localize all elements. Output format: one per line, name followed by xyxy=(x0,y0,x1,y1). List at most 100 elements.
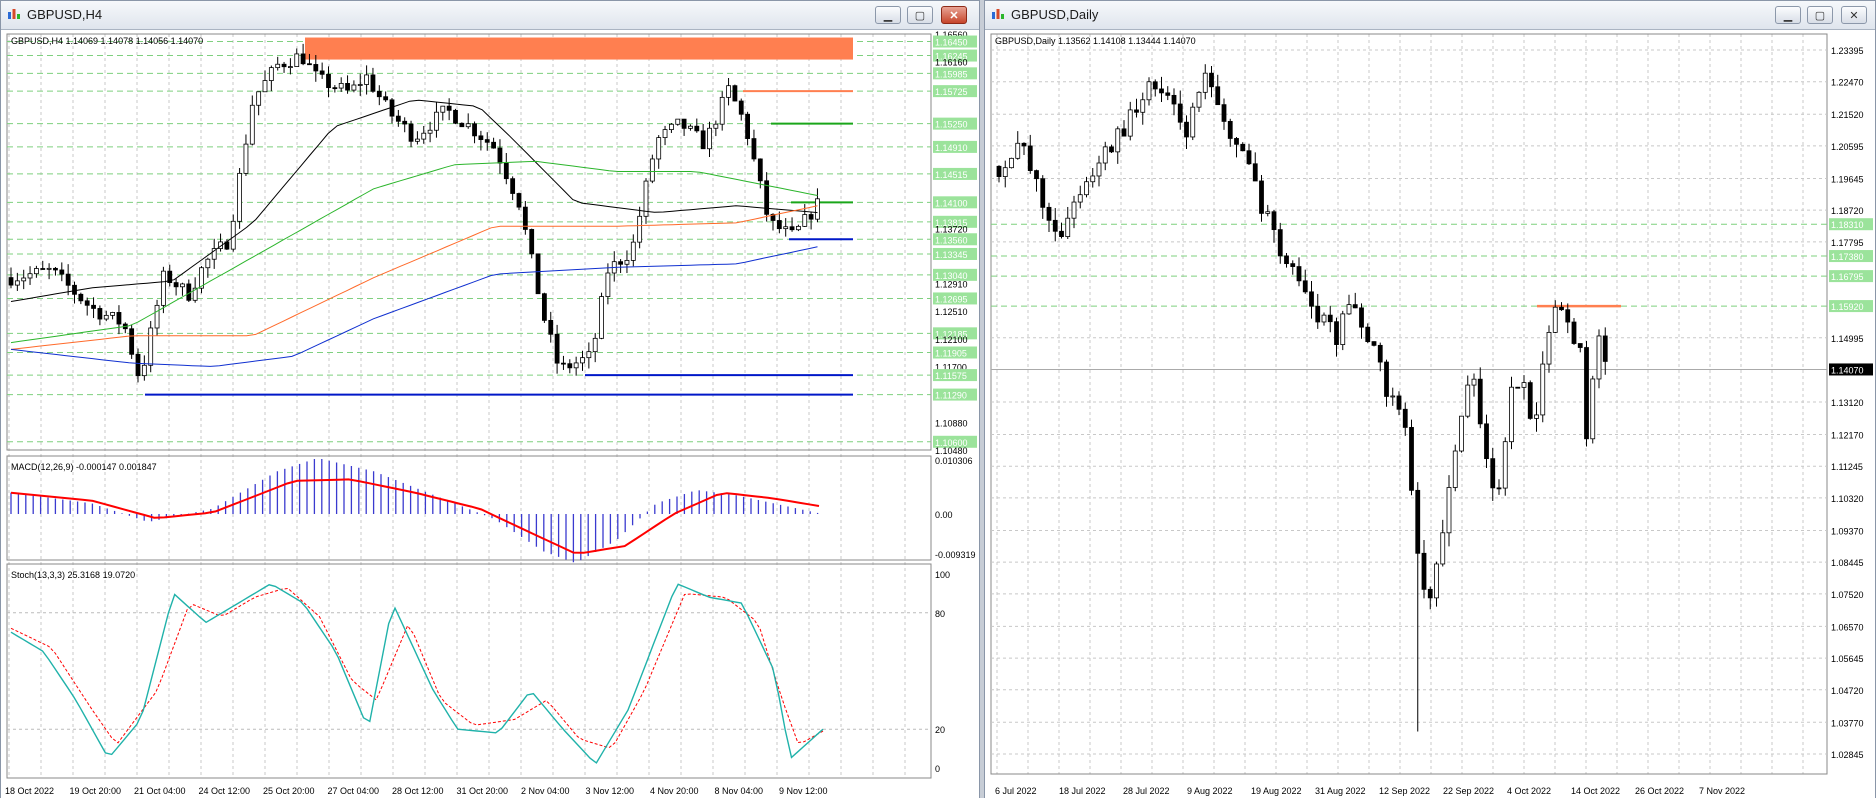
candle-body xyxy=(180,283,185,288)
daily-chart-window[interactable]: GBPUSD,Daily ▁ ▢ ✕ 1.23395 1.22470 1.21520… xyxy=(984,0,1876,798)
candle-body xyxy=(1371,341,1377,346)
candle-body xyxy=(1452,450,1458,488)
time-axis-label: 28 Oct 12:00 xyxy=(392,786,444,796)
candle-body xyxy=(14,280,20,286)
candle-body xyxy=(1252,163,1258,182)
price-tag-bg xyxy=(933,292,977,305)
candle-body xyxy=(745,113,750,139)
candle-body xyxy=(1177,103,1183,123)
candle-body xyxy=(1021,142,1027,147)
candle-body xyxy=(1290,263,1296,267)
candle-body xyxy=(996,165,1002,177)
candle-body xyxy=(173,282,179,288)
candle-body xyxy=(789,226,795,231)
candle-body xyxy=(459,122,465,128)
stoch-main-line xyxy=(10,583,824,764)
candle-body xyxy=(529,229,535,255)
candle-body xyxy=(1027,145,1033,171)
price-axis-label: 1.14100 xyxy=(935,198,968,208)
h4-title-bar[interactable]: GBPUSD,H4 ▁ ▢ ✕ xyxy=(1,1,979,30)
candle-body xyxy=(1584,347,1589,440)
h4-chart-window[interactable]: GBPUSD,H4 ▁ ▢ ✕ 1.16560 1.16450 1.16245 1.1… xyxy=(0,0,980,798)
candle-body xyxy=(1509,386,1514,443)
time-axis-label: 24 Oct 12:00 xyxy=(199,786,251,796)
candle-body xyxy=(1015,142,1021,159)
candle-body xyxy=(1059,230,1064,238)
candle-body xyxy=(573,362,579,369)
candle-body xyxy=(40,268,46,270)
candle-body xyxy=(1559,306,1564,311)
candle-body xyxy=(776,220,782,230)
candle-body xyxy=(129,328,135,355)
candle-body xyxy=(59,269,65,275)
candle-body xyxy=(351,84,357,91)
candle-body xyxy=(707,127,712,150)
candle-body xyxy=(510,178,516,194)
price-axis-label: 1.17380 xyxy=(1831,252,1864,262)
maximize-button[interactable]: ▢ xyxy=(1807,6,1833,24)
candle-body xyxy=(53,267,58,271)
price-axis-label: 1.17795 xyxy=(1831,238,1864,248)
candle-body xyxy=(268,67,274,81)
price-tag-bg xyxy=(1829,300,1873,313)
price-axis-label: 1.12510 xyxy=(935,307,968,317)
price-axis-label: 1.03770 xyxy=(1831,718,1864,728)
candle-body xyxy=(1296,266,1302,282)
close-button[interactable]: ✕ xyxy=(941,6,967,24)
candle-body xyxy=(408,123,414,142)
candle-body xyxy=(338,83,344,89)
candle-body xyxy=(1434,563,1439,599)
candle-body xyxy=(1540,363,1546,416)
price-tag-bg xyxy=(933,196,977,209)
candle-body xyxy=(764,180,770,215)
candle-body xyxy=(1184,121,1189,138)
candle-body xyxy=(1002,167,1008,177)
price-tag-bg xyxy=(1829,270,1873,283)
candle-body xyxy=(1402,408,1408,428)
candle-body xyxy=(192,287,198,301)
candle-body xyxy=(599,296,604,339)
close-button[interactable]: ✕ xyxy=(1841,6,1867,24)
time-axis-label: 3 Nov 12:00 xyxy=(586,786,635,796)
panel-border xyxy=(6,33,932,451)
price-axis-label: 1.12910 xyxy=(935,280,968,290)
candle-body xyxy=(1409,427,1414,491)
candle-body xyxy=(1121,128,1127,137)
time-axis-label: 9 Nov 12:00 xyxy=(779,786,828,796)
candle-body xyxy=(1602,335,1608,362)
price-axis-label: 1.18310 xyxy=(1831,220,1864,230)
candle-body xyxy=(1046,206,1052,221)
daily-title-bar[interactable]: GBPUSD,Daily ▁ ▢ ✕ xyxy=(985,1,1875,30)
candle-body xyxy=(561,362,566,365)
candle-body xyxy=(1090,175,1096,183)
price-axis-label: 1.15250 xyxy=(935,120,968,130)
candle-body xyxy=(1377,344,1383,363)
candle-body xyxy=(1215,86,1221,106)
h4-window-title: GBPUSD,H4 xyxy=(27,7,103,22)
price-axis-label: 1.11290 xyxy=(935,391,967,401)
price-axis-label: 1.10880 xyxy=(935,419,968,429)
price-axis-label: 1.12695 xyxy=(935,294,968,304)
price-axis-label: 1.13345 xyxy=(935,250,968,260)
candle-body xyxy=(1246,150,1252,165)
candle-body xyxy=(319,70,325,75)
daily-chart-header: GBPUSD,Daily 1.13562 1.14108 1.13444 1.1… xyxy=(995,36,1196,46)
price-axis-label: 1.15985 xyxy=(935,69,968,79)
daily-chart-area[interactable]: 1.23395 1.22470 1.21520 1.20595 1.19645 1.187… xyxy=(985,30,1875,798)
candle-body xyxy=(1359,307,1364,328)
maximize-button[interactable]: ▢ xyxy=(907,6,933,24)
price-tag-bg xyxy=(933,233,977,246)
minimize-button[interactable]: ▁ xyxy=(875,6,901,24)
price-axis-label: 1.06570 xyxy=(1831,622,1864,632)
candle-body xyxy=(1415,489,1421,554)
stoch-label: Stoch(13,3,3) 25.3168 19.0720 xyxy=(11,570,135,580)
candle-body xyxy=(211,248,217,260)
ma-black-line xyxy=(10,99,818,302)
time-axis-label: 4 Nov 20:00 xyxy=(650,786,699,796)
candle-body xyxy=(649,158,655,182)
price-axis-label: 1.18720 xyxy=(1831,206,1864,216)
candle-body xyxy=(1471,378,1477,386)
candle-body xyxy=(370,74,376,92)
minimize-button[interactable]: ▁ xyxy=(1775,6,1801,24)
